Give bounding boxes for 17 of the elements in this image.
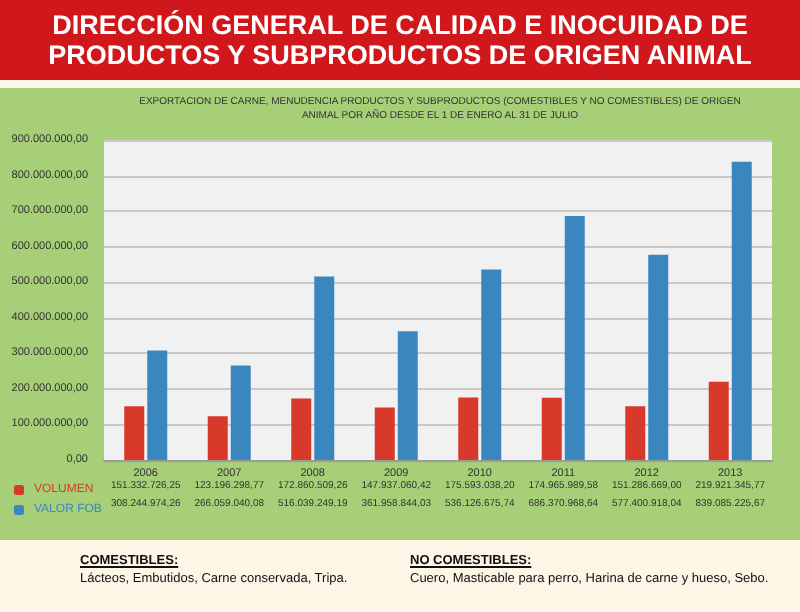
chart-title: DIRECCIÓN GENERAL DE CALIDAD E INOCUIDAD DE PRODUCTOS Y SUBPRODUCTOS DE ORIGEN ANIMAL <box>0 0 800 80</box>
bar <box>397 331 418 460</box>
bar <box>314 276 335 460</box>
bar <box>564 215 585 460</box>
bar <box>147 350 168 460</box>
bar <box>625 406 646 460</box>
bar <box>124 406 145 460</box>
bar <box>648 254 669 460</box>
bar <box>481 269 502 460</box>
bar <box>230 365 251 460</box>
bar <box>374 407 395 460</box>
bar <box>291 398 312 460</box>
bar <box>731 161 752 460</box>
bar <box>458 397 479 460</box>
bar <box>708 381 729 460</box>
bar <box>541 397 562 460</box>
bar <box>207 416 228 460</box>
